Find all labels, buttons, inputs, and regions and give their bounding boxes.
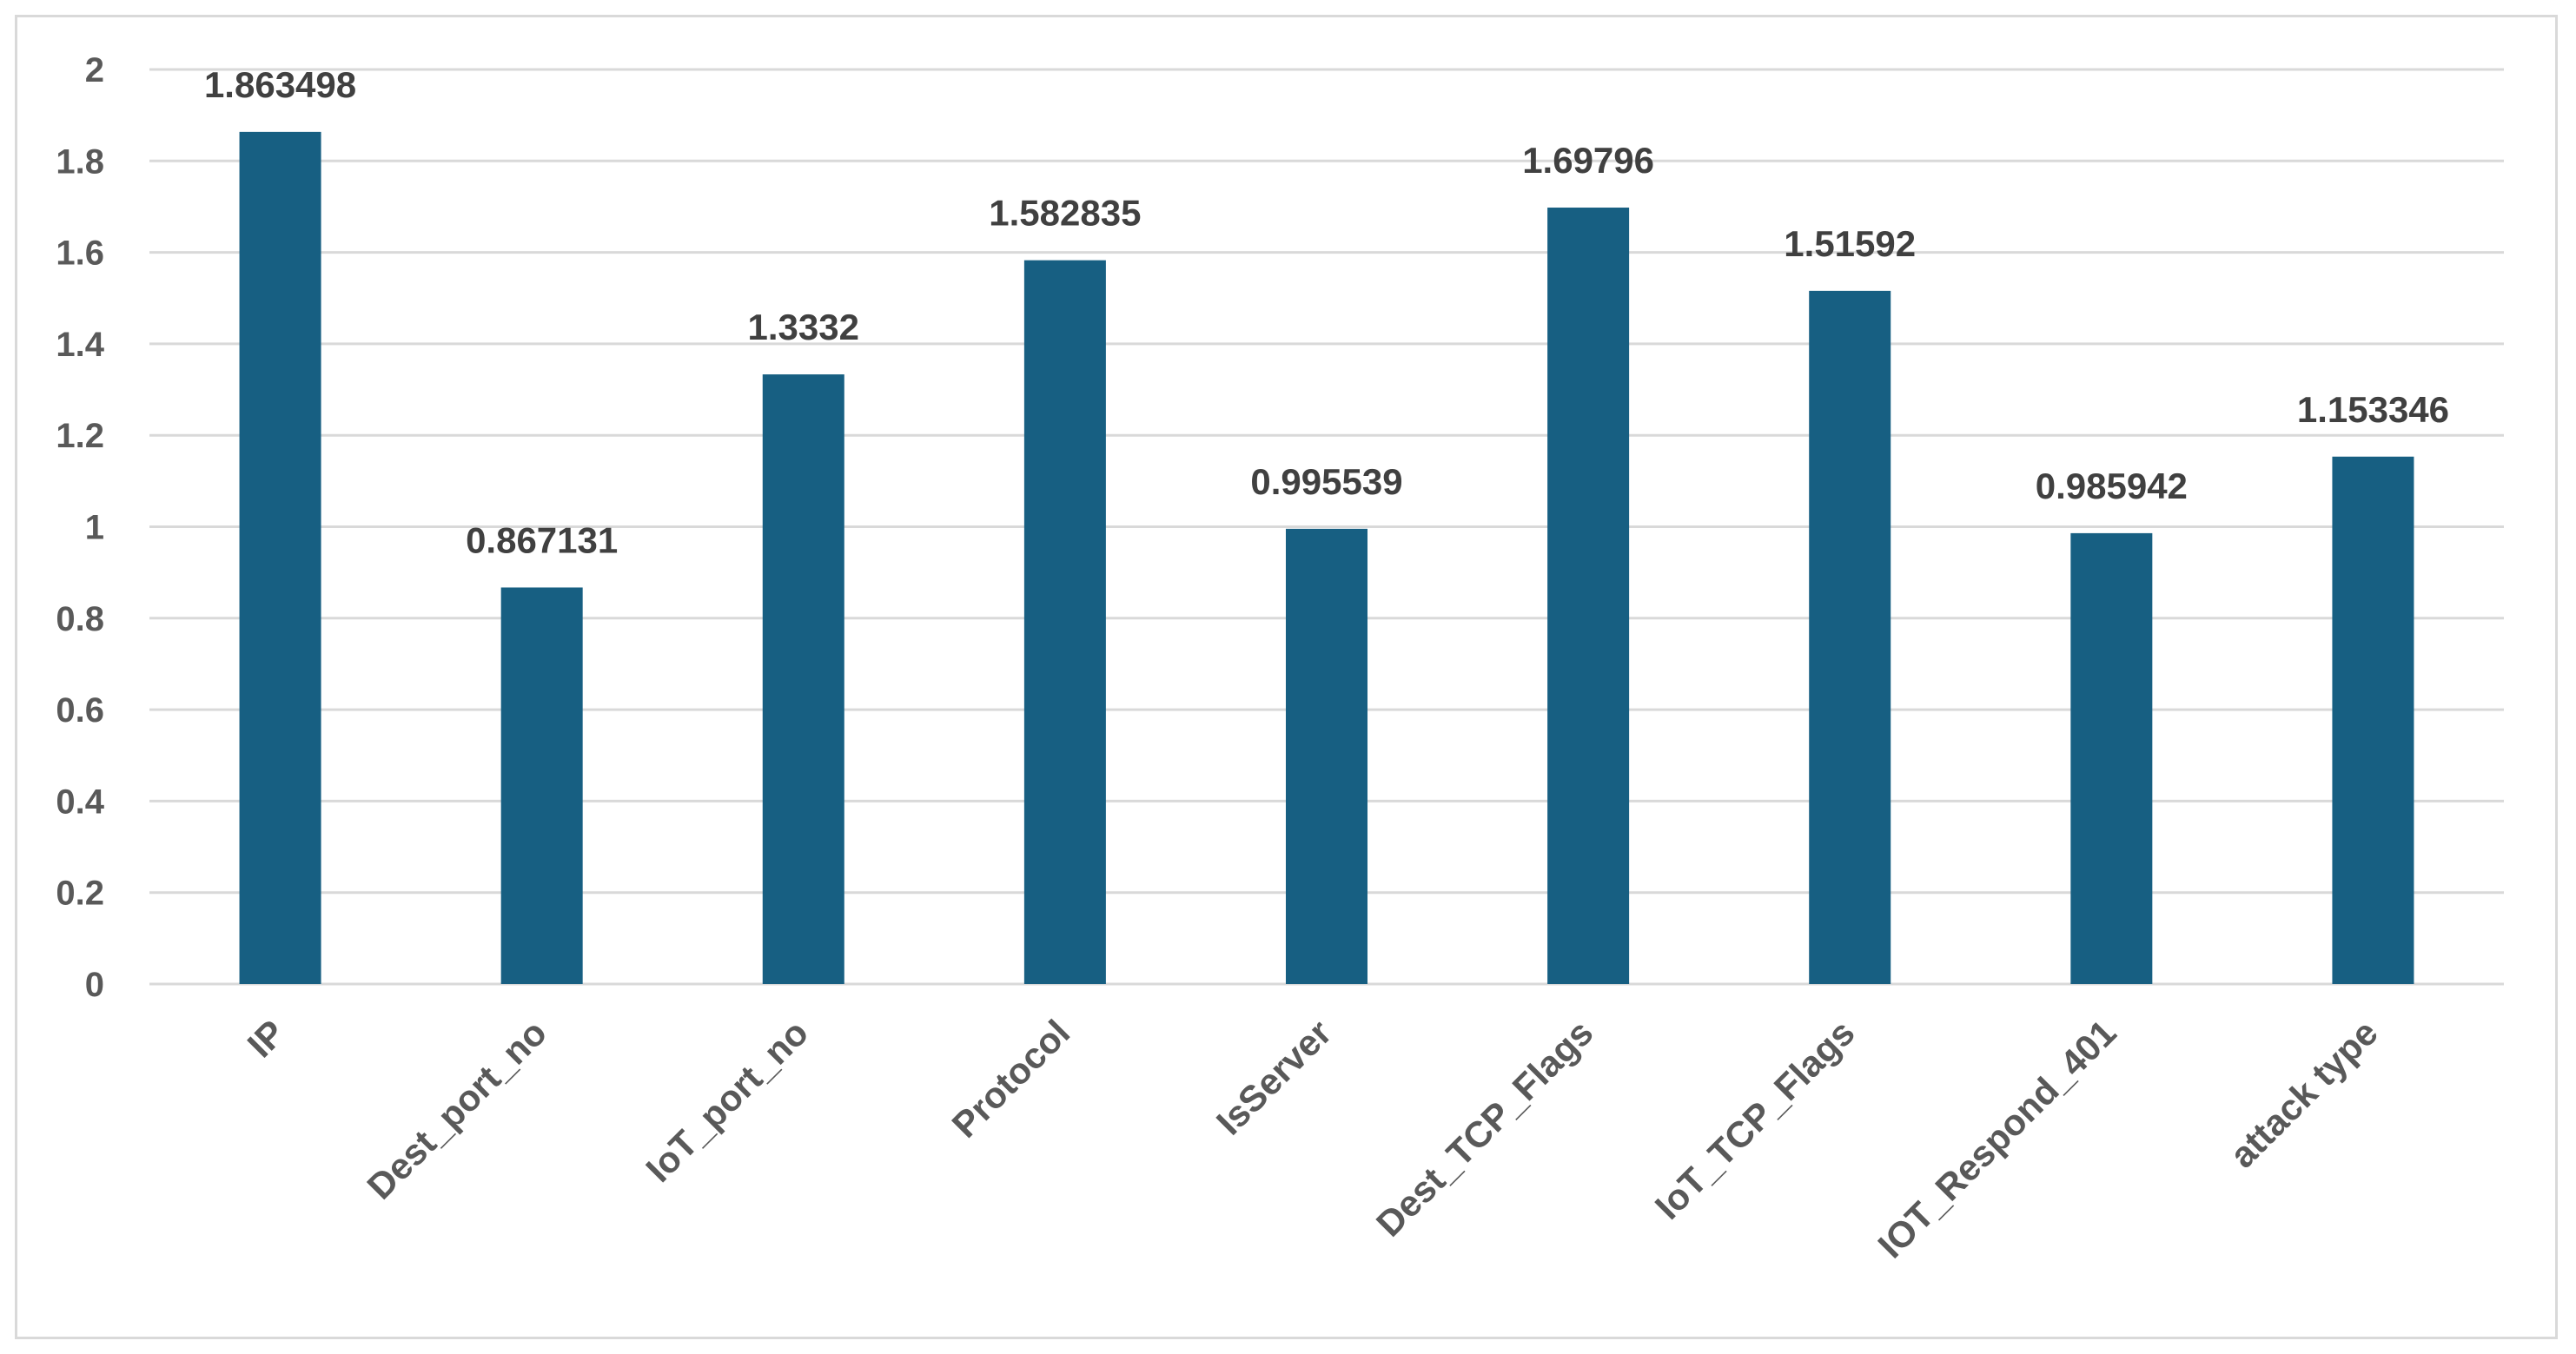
data-labels: 1.863498 0.867131 1.3332 1.582835 0.995539 1.… [204, 64, 2449, 561]
bar-ip [239, 131, 321, 985]
y-tick-label: 0.6 [56, 691, 104, 730]
y-tick-label: 1 [85, 509, 104, 547]
x-tick-label: IoT_TCP_Flags [1647, 1012, 1863, 1227]
bar-protocol [1023, 260, 1106, 985]
y-tick-label: 0.4 [56, 783, 104, 821]
data-label: 1.51592 [1784, 223, 1916, 264]
y-axis-tick-labels: 0 0.2 0.4 0.6 0.8 1 1.2 1.4 1.6 1.8 2 [56, 51, 104, 1004]
x-tick-label: attack type [2222, 1012, 2385, 1175]
y-tick-label: 1.4 [56, 326, 104, 364]
bar-iot-tcp-flags [1809, 290, 1891, 984]
data-label: 1.863498 [204, 64, 356, 105]
y-tick-label: 0.2 [56, 875, 104, 913]
y-tick-label: 0 [85, 966, 104, 1004]
bar-iot-port-no [762, 374, 844, 984]
bar-attack-type [2332, 456, 2414, 984]
bar-dest-port-no [500, 587, 583, 984]
data-label: 0.995539 [1250, 461, 1402, 502]
x-tick-label: IOT_Respond_401 [1870, 1012, 2123, 1265]
data-label: 1.153346 [2297, 389, 2449, 430]
bar-isserver [1286, 528, 1367, 984]
x-axis-tick-labels: IP Dest_port_no IoT_port_no Protocol IsServe… [240, 1012, 2386, 1265]
data-label: 1.3332 [748, 307, 859, 347]
x-tick-label: Protocol [944, 1012, 1078, 1146]
bar-iot-respond-401 [2070, 532, 2153, 984]
bars [239, 131, 2414, 985]
x-tick-label: IP [240, 1012, 293, 1065]
y-tick-label: 1.6 [56, 234, 104, 273]
y-tick-label: 0.8 [56, 600, 104, 638]
y-tick-label: 1.8 [56, 142, 104, 181]
data-label: 1.582835 [989, 193, 1141, 234]
x-tick-label: Dest_port_no [359, 1012, 554, 1207]
bar-dest-tcp-flags [1547, 208, 1630, 985]
data-label: 0.867131 [466, 519, 618, 560]
x-tick-label: IsServer [1209, 1012, 1339, 1142]
y-tick-label: 1.2 [56, 417, 104, 455]
data-label: 0.985942 [2036, 466, 2188, 506]
x-tick-label: IoT_port_no [638, 1012, 816, 1190]
data-label: 1.69796 [1522, 140, 1654, 181]
y-tick-label: 2 [85, 51, 104, 89]
x-tick-label: Dest_TCP_Flags [1368, 1012, 1601, 1245]
